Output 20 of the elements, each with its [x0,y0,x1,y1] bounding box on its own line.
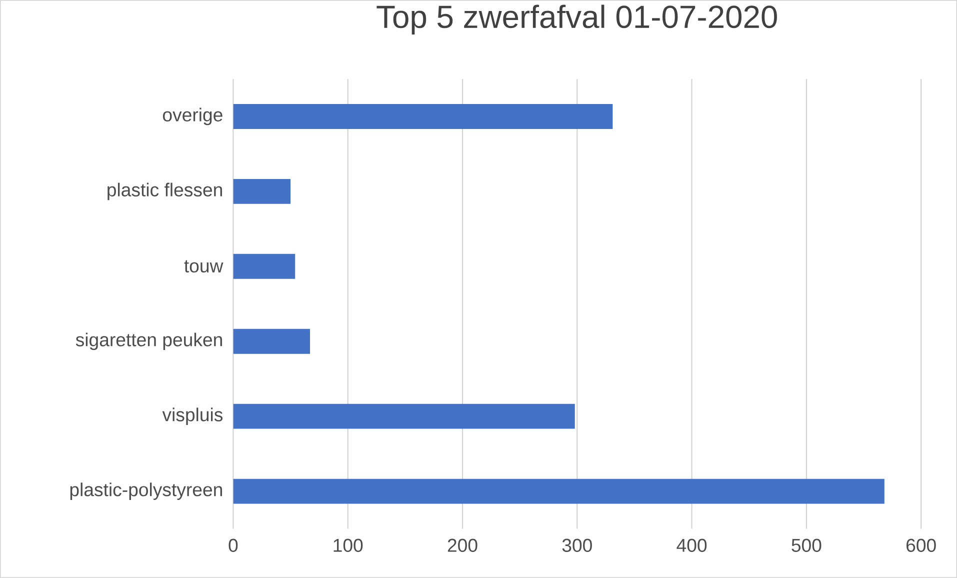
x-tick-label: 600 [906,538,936,552]
x-tick-label: 100 [334,538,363,552]
x-tick-label: 300 [562,538,592,552]
bar [233,104,613,130]
bar [233,328,310,354]
bar [233,478,884,504]
x-tick-label: 0 [228,538,238,552]
y-tick-label: plastic flessen [108,182,222,200]
y-tick-label: plastic-polystyreen [70,482,222,500]
bar [233,404,575,429]
y-tick-label: sigaretten peuken [76,332,222,350]
x-tick-label: 500 [792,538,822,552]
y-tick-label: touw [184,260,224,273]
x-tick-label: 200 [448,538,478,552]
chart-title: Top 5 zwerfafval 01-07-2020 [376,4,777,35]
bar [233,179,291,204]
bar [233,254,296,279]
y-tick-label: overige [162,108,222,126]
y-tick-label: vispluis [162,408,223,426]
x-tick-label: 400 [676,538,707,552]
